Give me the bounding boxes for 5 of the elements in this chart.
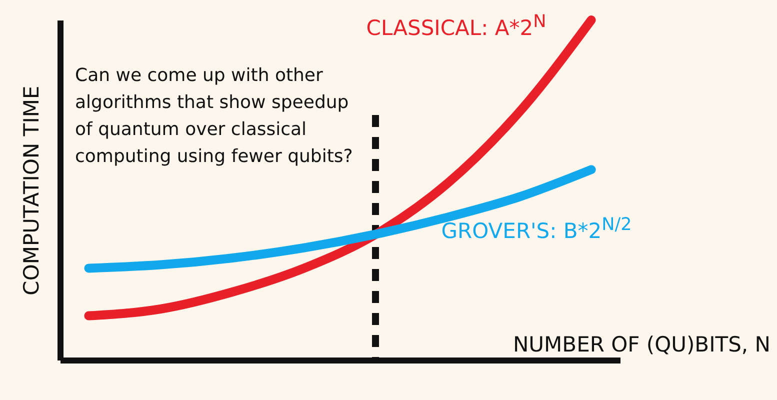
annotation: Can we come up with other algorithms that show speedup of quantum over classical computing using fewer qubits? — [75, 64, 354, 169]
x-axis-title: NUMBER OF (QU)BITS, N — [512, 332, 770, 356]
series-label: CLASSICAL: A*2$^{N}$ — [366, 12, 546, 40]
y-axis-title: COMPUTATION TIME — [20, 86, 44, 296]
series-label: GROVER'S: B*2$^{N/2}$ — [441, 214, 632, 243]
